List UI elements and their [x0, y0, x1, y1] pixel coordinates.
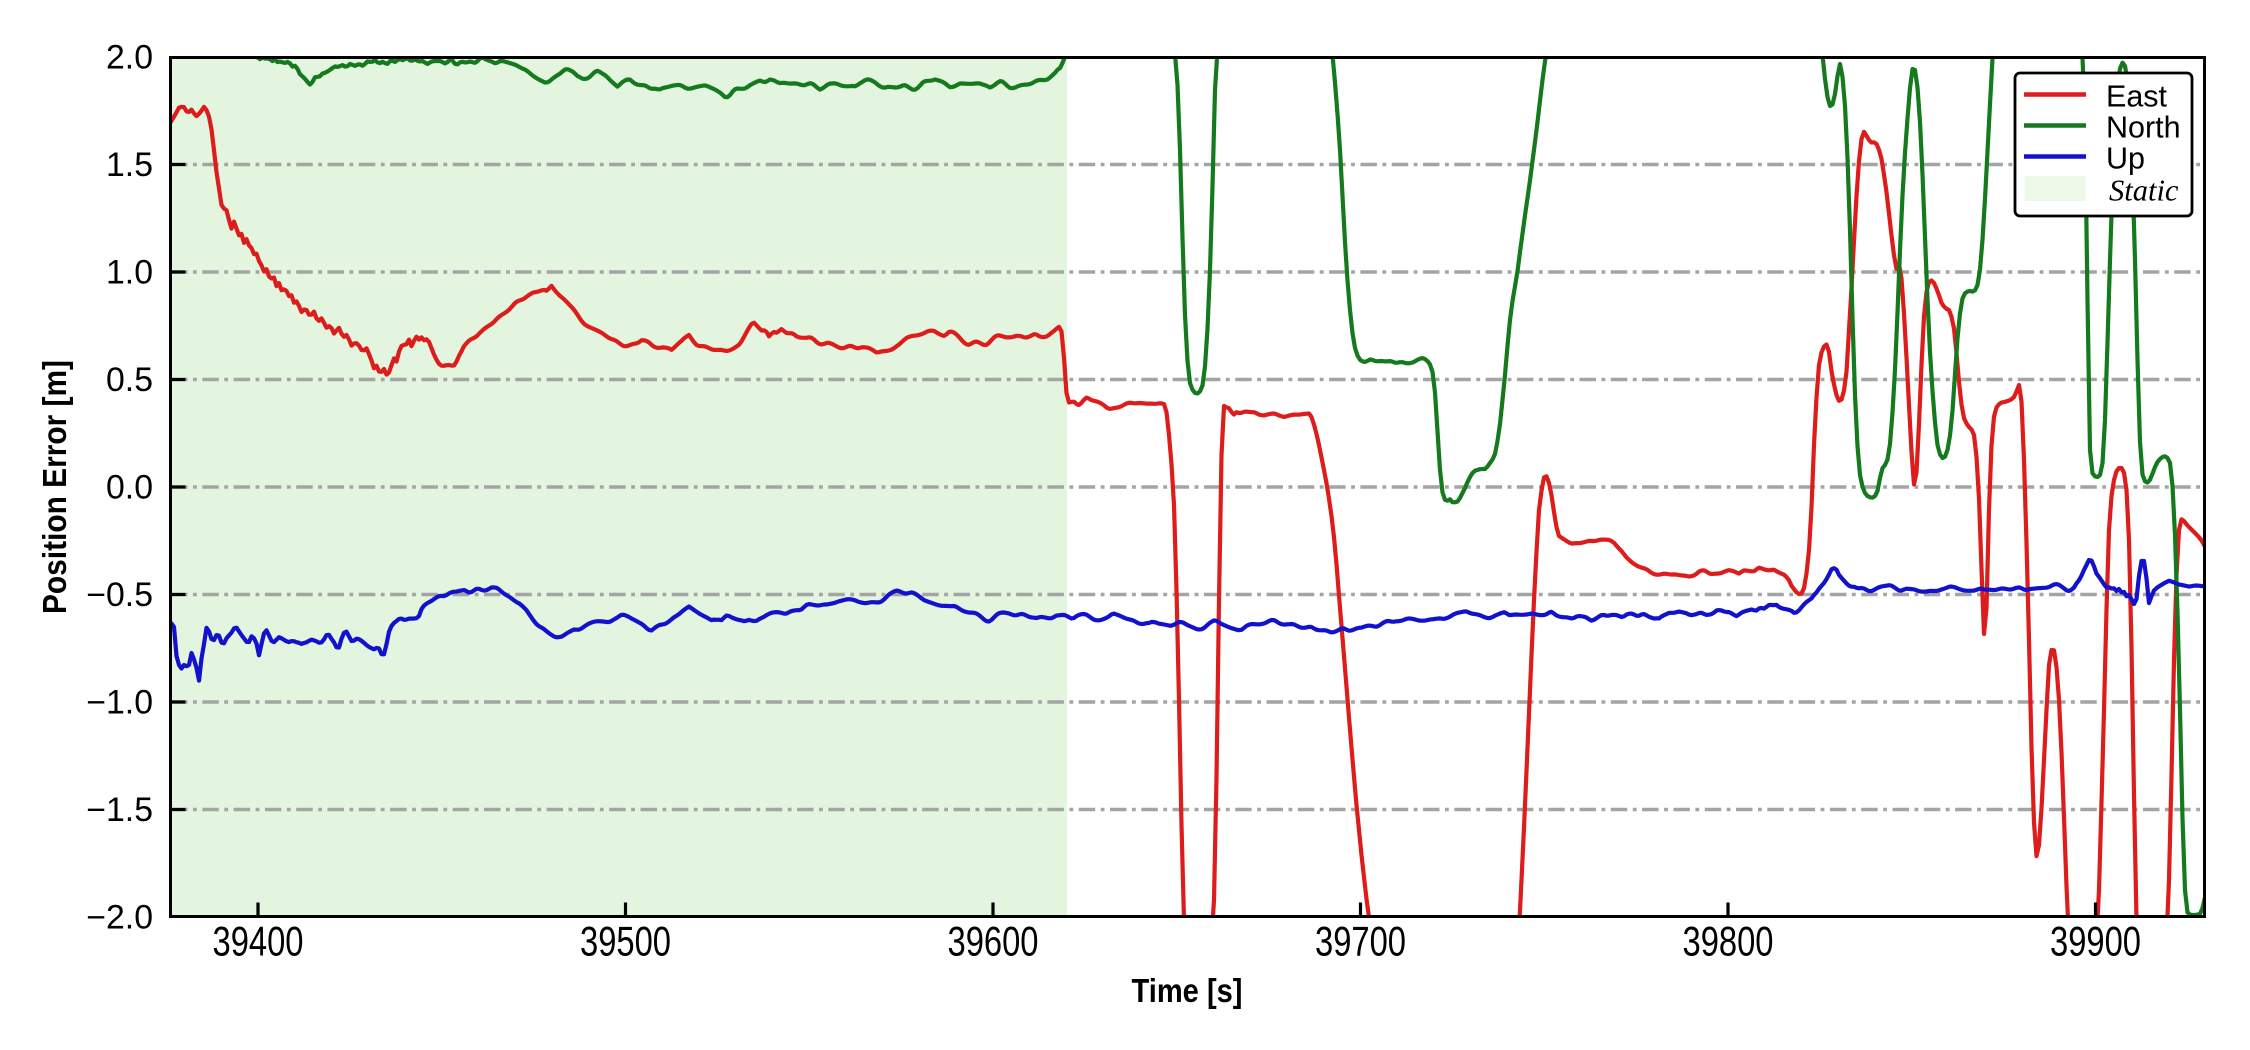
svg-text:−1.5: −1.5	[86, 791, 153, 829]
svg-text:Time [s]: Time [s]	[1132, 973, 1243, 1010]
svg-text:39800: 39800	[1683, 918, 1774, 965]
svg-text:Position Error [m]: Position Error [m]	[37, 360, 74, 614]
svg-text:1.0: 1.0	[106, 254, 153, 292]
svg-text:North: North	[2106, 111, 2181, 145]
svg-text:39400: 39400	[213, 918, 304, 965]
svg-text:39500: 39500	[580, 918, 671, 965]
svg-text:−2.0: −2.0	[86, 899, 153, 937]
svg-text:39700: 39700	[1315, 918, 1406, 965]
svg-text:39900: 39900	[2050, 918, 2141, 965]
svg-text:0.5: 0.5	[106, 361, 153, 399]
svg-text:Static: Static	[2109, 174, 2179, 208]
svg-text:−1.0: −1.0	[86, 684, 153, 722]
svg-text:−0.5: −0.5	[86, 576, 153, 614]
svg-text:East: East	[2106, 80, 2168, 114]
svg-text:39600: 39600	[948, 918, 1039, 965]
svg-text:1.5: 1.5	[106, 146, 153, 184]
svg-text:0.0: 0.0	[106, 469, 153, 507]
svg-text:2.0: 2.0	[106, 39, 153, 77]
svg-text:Up: Up	[2106, 142, 2145, 176]
